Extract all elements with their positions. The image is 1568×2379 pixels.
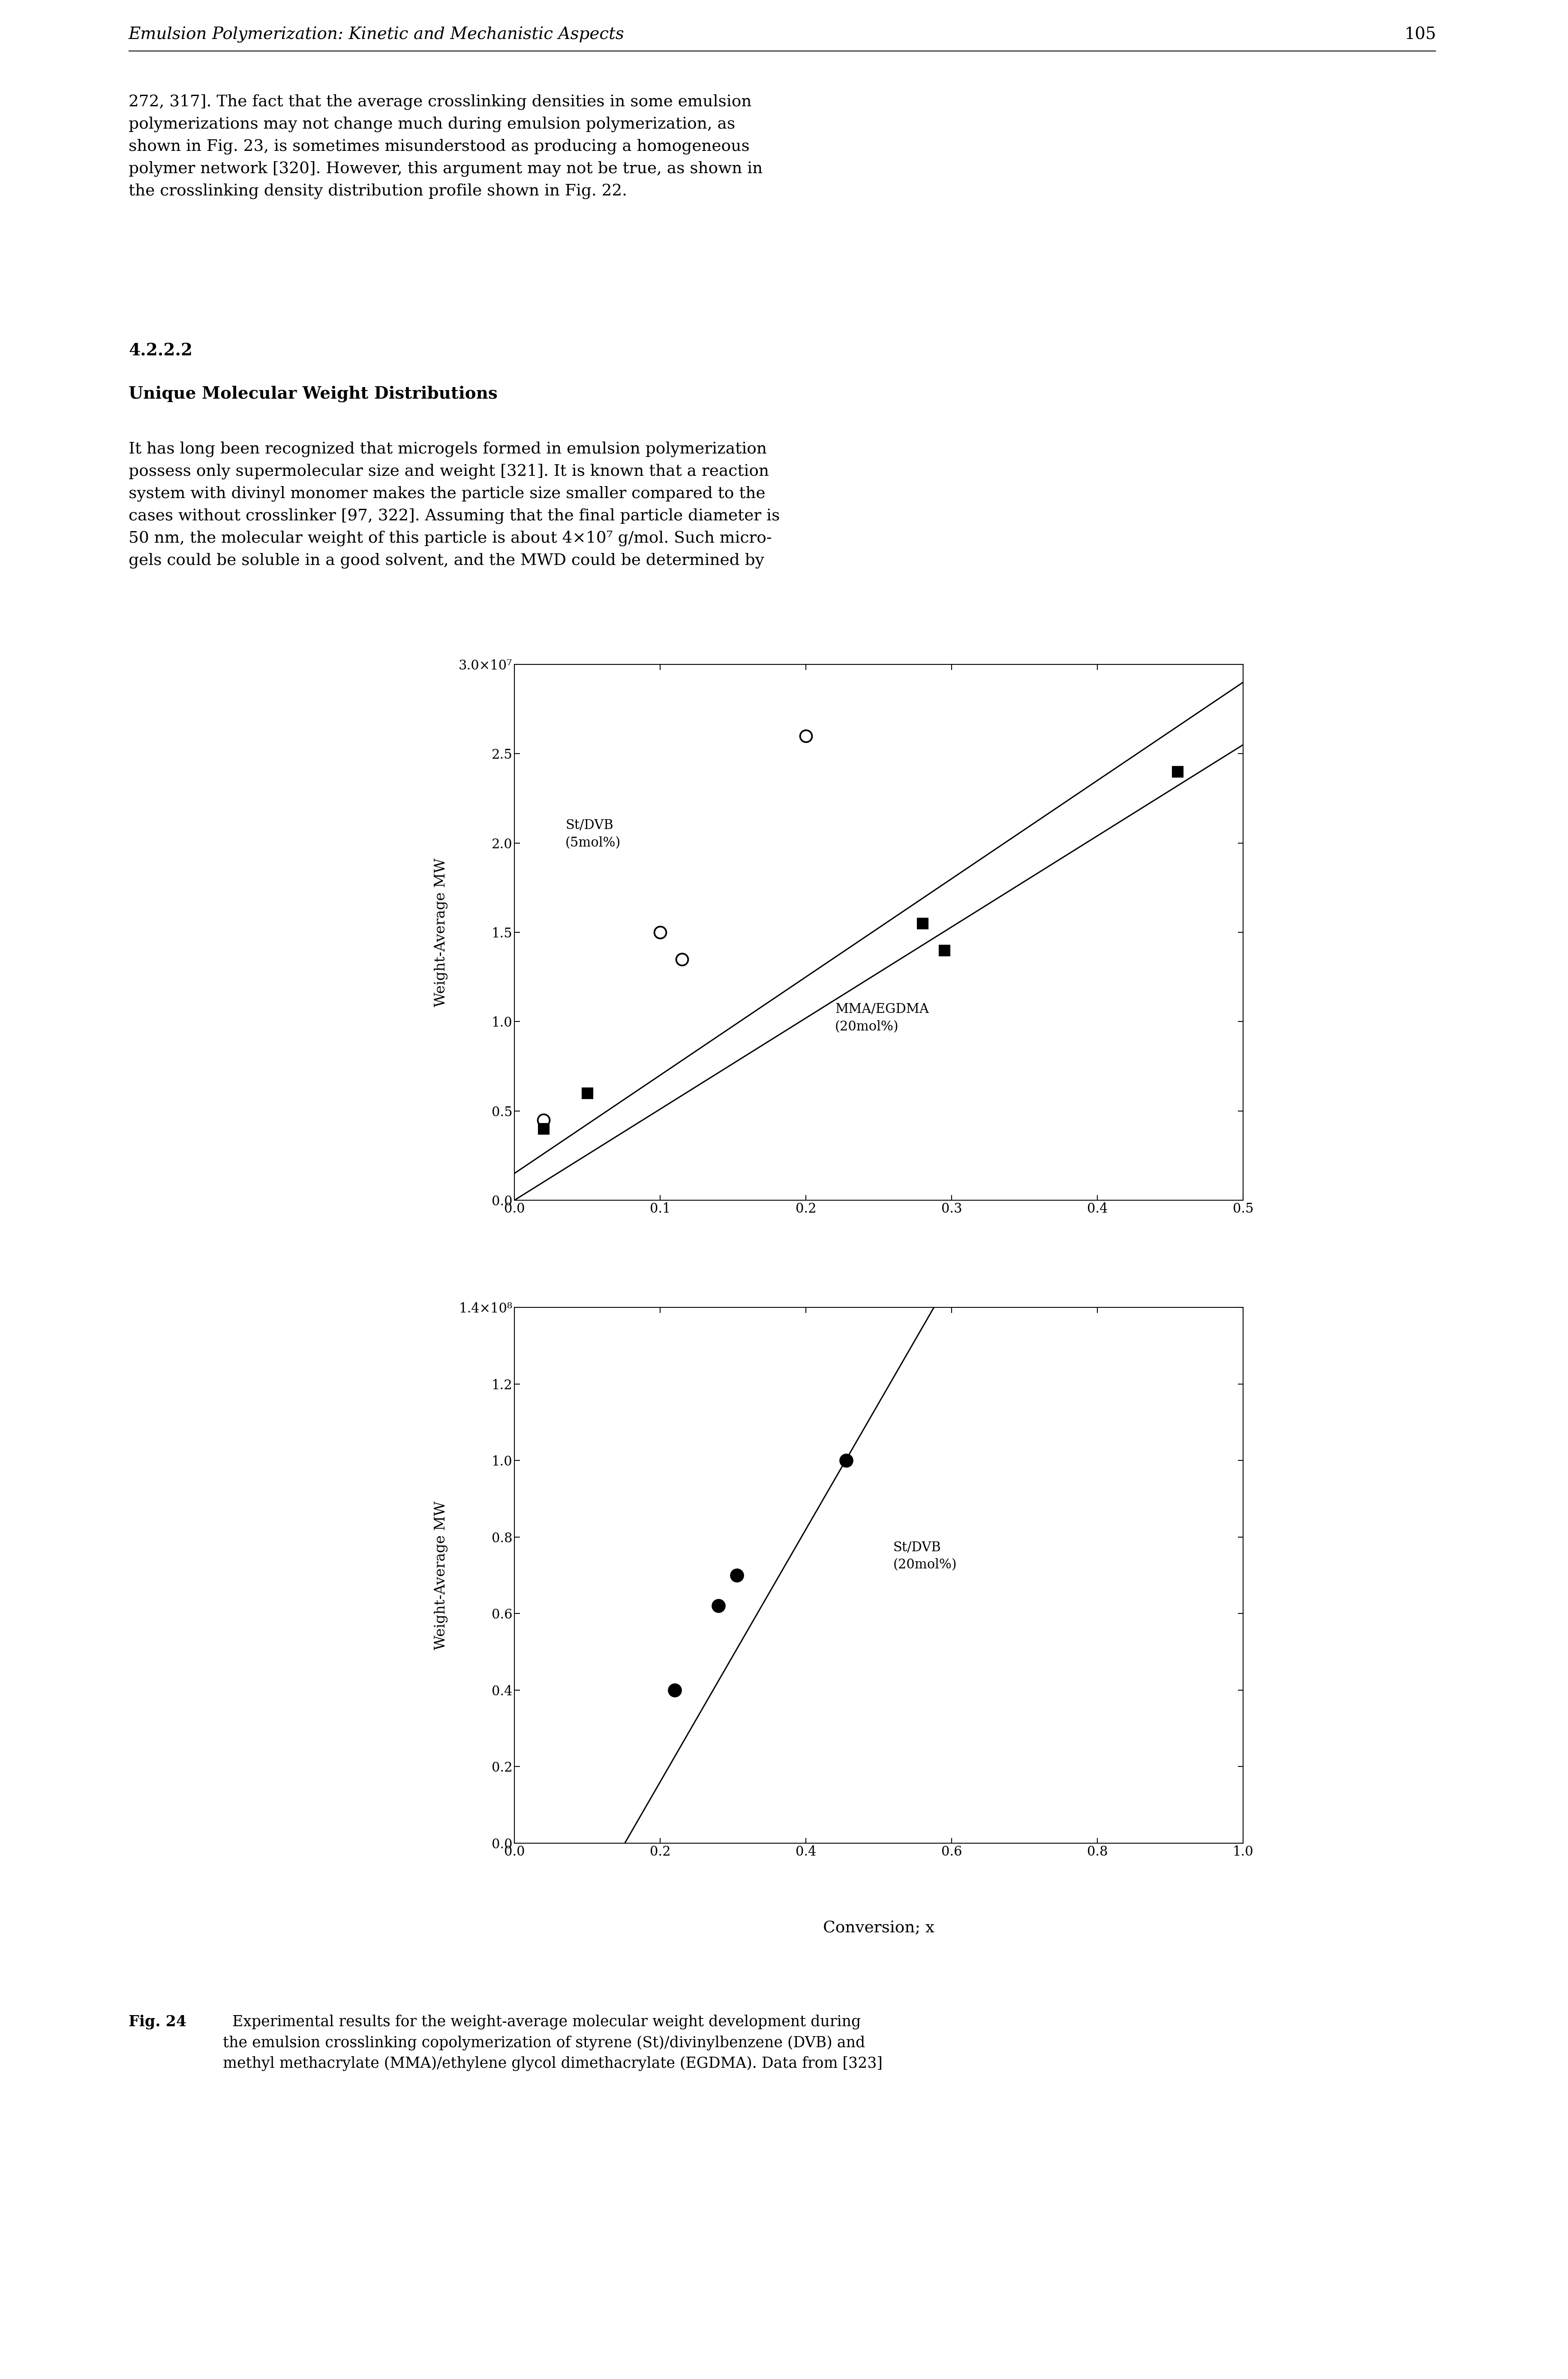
Text: 4.2.2.2: 4.2.2.2	[129, 343, 193, 359]
Text: Experimental results for the weight-average molecular weight development during
: Experimental results for the weight-aver…	[223, 2015, 883, 2070]
Text: Emulsion Polymerization: Kinetic and Mechanistic Aspects: Emulsion Polymerization: Kinetic and Mec…	[129, 26, 624, 43]
Text: St/DVB
(5mol%): St/DVB (5mol%)	[566, 818, 621, 849]
Text: 272, 317]. The fact that the average crosslinking densities in some emulsion
pol: 272, 317]. The fact that the average cro…	[129, 95, 762, 200]
Text: Fig. 24: Fig. 24	[129, 2015, 187, 2029]
Text: 105: 105	[1405, 26, 1436, 43]
Text: Conversion; x: Conversion; x	[823, 1920, 935, 1937]
Text: Unique Molecular Weight Distributions: Unique Molecular Weight Distributions	[129, 385, 497, 402]
Text: MMA/EGDMA
(20mol%): MMA/EGDMA (20mol%)	[836, 1002, 928, 1032]
Y-axis label: Weight-Average MW: Weight-Average MW	[434, 859, 448, 1006]
Y-axis label: Weight-Average MW: Weight-Average MW	[434, 1501, 448, 1649]
Text: It has long been recognized that microgels formed in emulsion polymerization
pos: It has long been recognized that microge…	[129, 442, 779, 569]
Text: St/DVB
(20mol%): St/DVB (20mol%)	[894, 1542, 956, 1573]
